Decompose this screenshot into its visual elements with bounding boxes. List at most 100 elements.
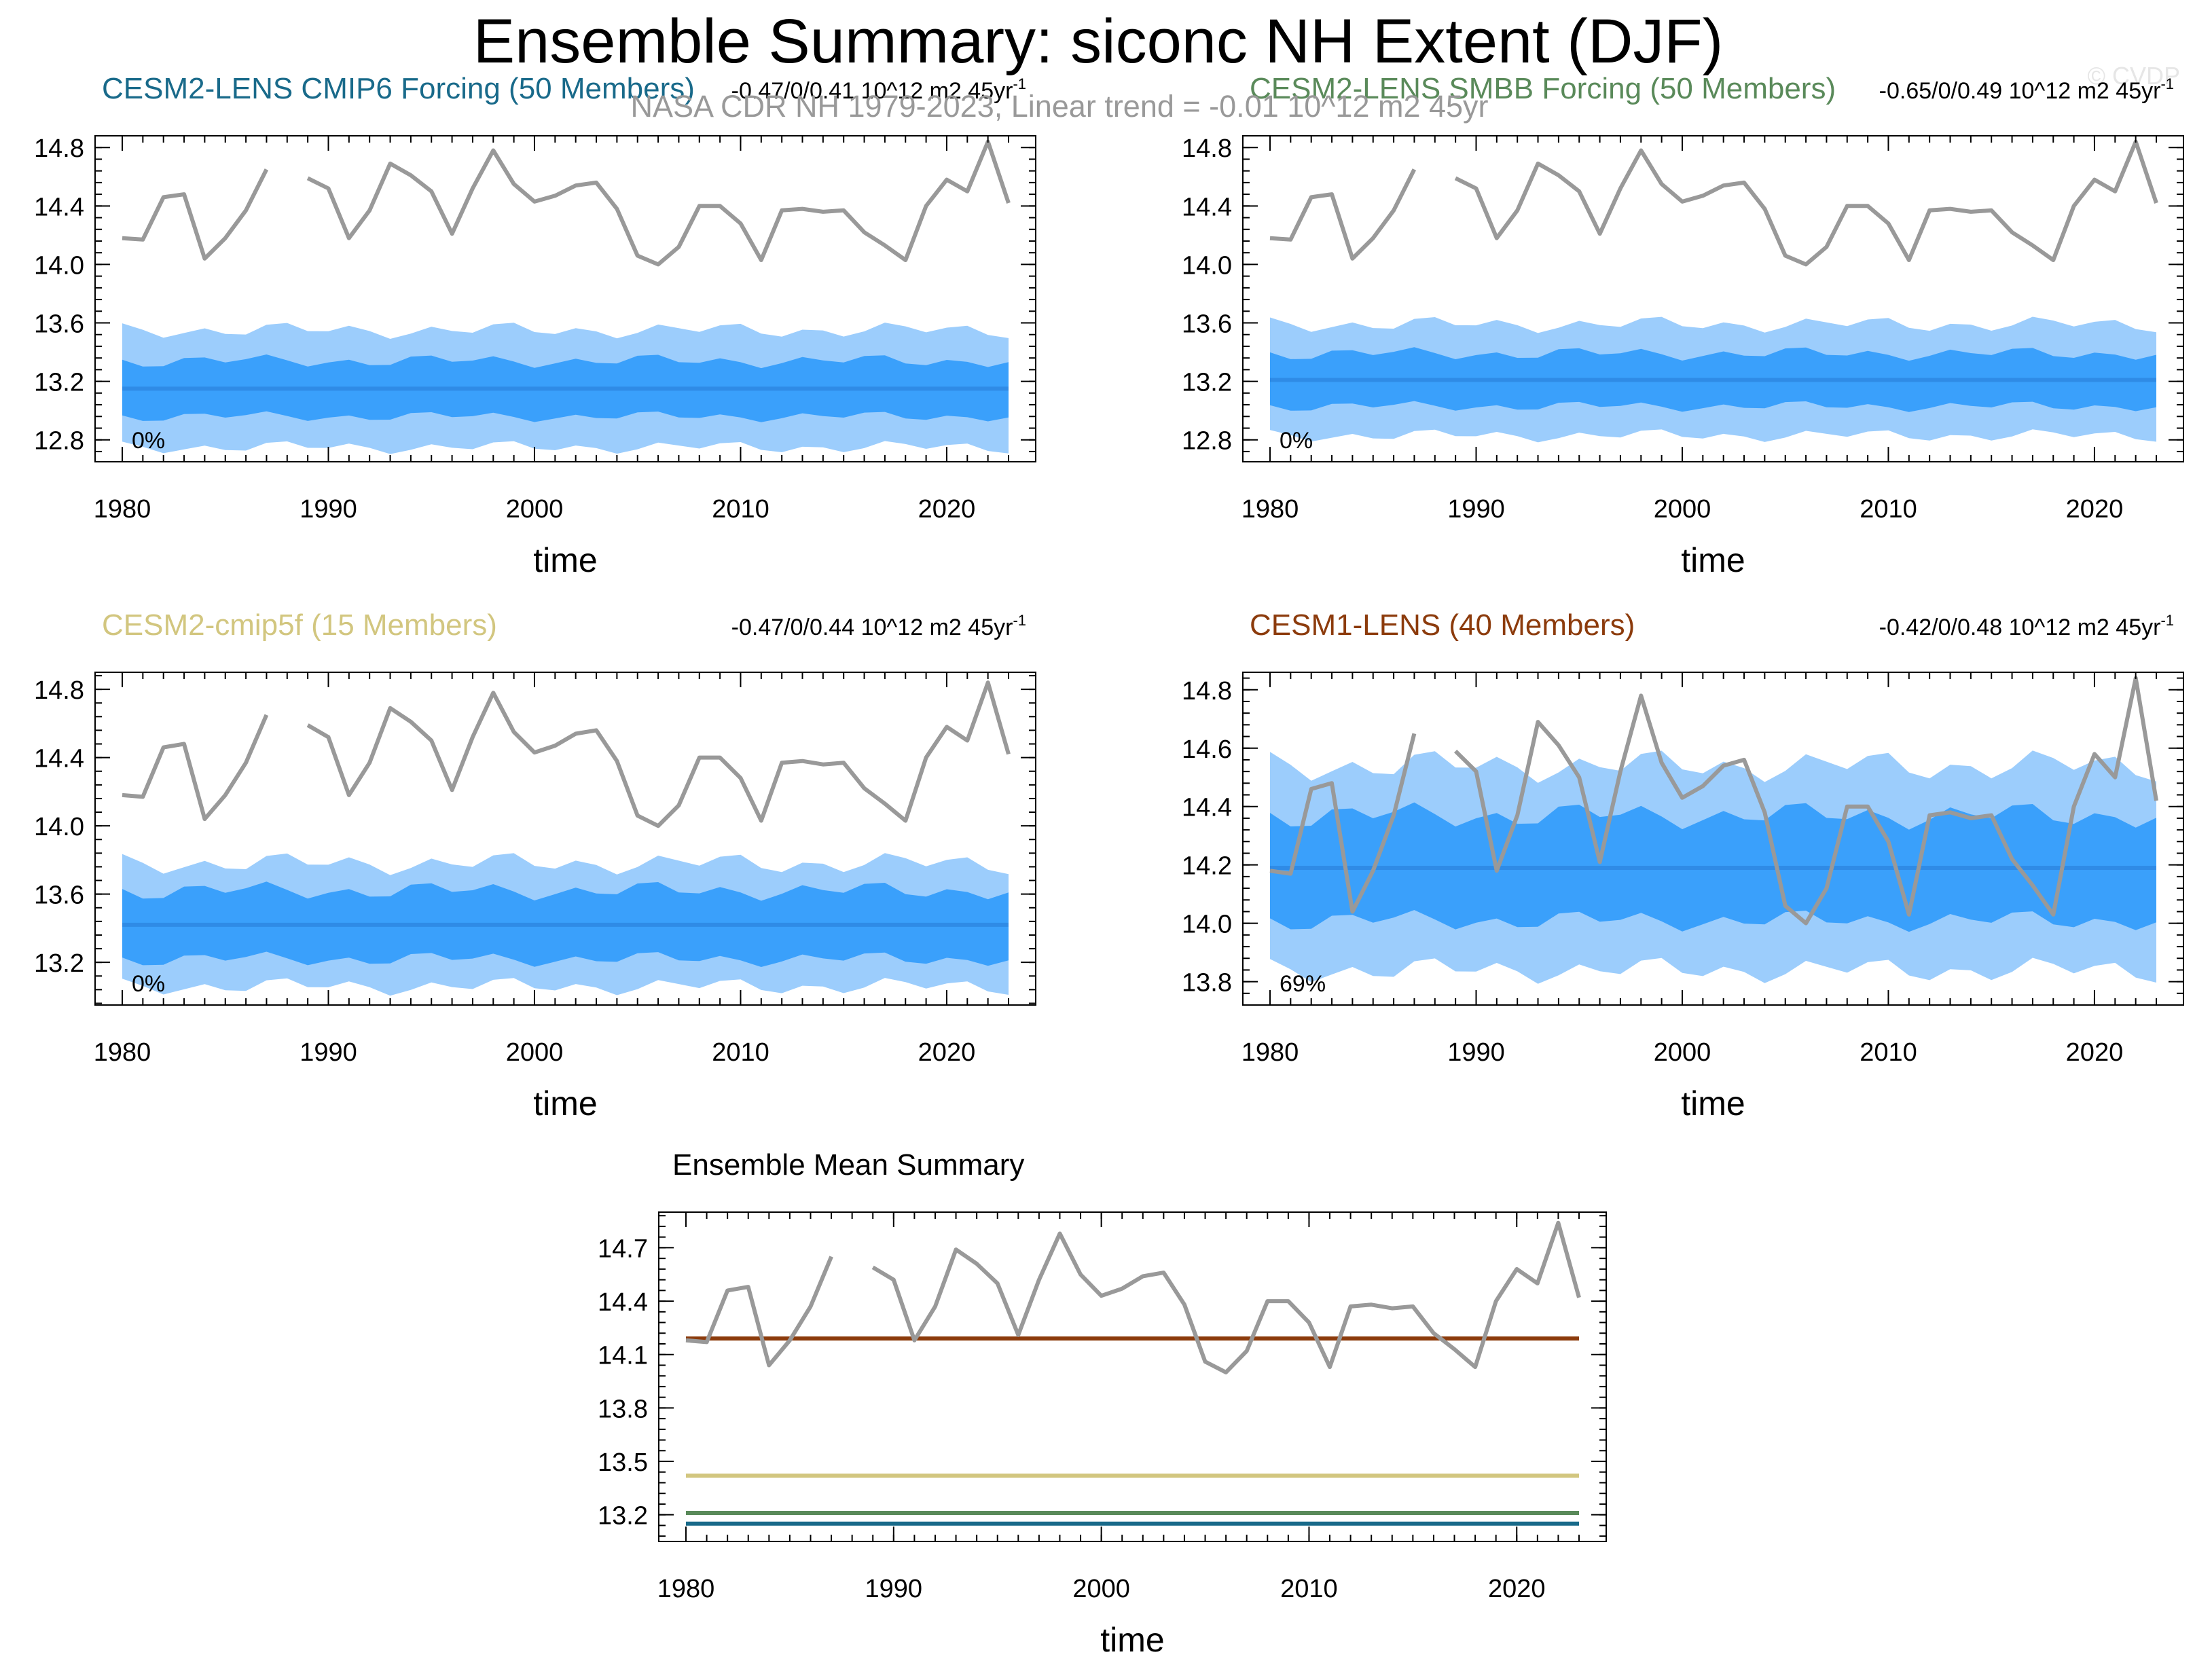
x-tick-label: 2010 — [1280, 1575, 1338, 1603]
y-tick-label: 14.4 — [1182, 193, 1232, 221]
panel-p1: 12.8 13.2 13.6 14.0 14.4 14.8 1980 1990 2000 2010… — [34, 72, 1036, 579]
x-tick-label: 1990 — [1447, 495, 1505, 524]
x-tick-label: 2010 — [1860, 1038, 1917, 1067]
x-tick-label: 1980 — [1241, 1038, 1299, 1067]
x-tick-label: 2000 — [506, 1038, 564, 1067]
obs-label: NASA CDR NH 1979-2023, Linear trend = -0… — [630, 89, 1488, 124]
x-tick-label: 1980 — [94, 495, 151, 524]
x-tick-label: 1990 — [300, 495, 357, 524]
x-tick-label: 1990 — [1447, 1038, 1505, 1067]
panel-title: CESM2-LENS CMIP6 Forcing (50 Members) — [102, 72, 695, 105]
panel-p3: 13.2 13.6 14.0 14.4 14.8 1980 1990 2000 2010 2020… — [34, 608, 1036, 1122]
y-tick-label: 13.6 — [34, 310, 84, 339]
observation-line — [1269, 733, 1417, 914]
x-tick-label: 2010 — [1860, 495, 1917, 524]
x-axis-label: time — [533, 541, 597, 579]
plot-frame — [1242, 672, 2184, 1006]
y-tick-label: 13.2 — [34, 369, 84, 397]
x-tick-label: 2010 — [712, 495, 769, 524]
y-tick-label: 14.8 — [1182, 677, 1232, 706]
percent-label: 0% — [132, 971, 165, 997]
plot-frame — [94, 135, 1036, 462]
observation-line — [122, 168, 269, 261]
panel-p2: 12.8 13.2 13.6 14.0 14.4 14.8 1980 1990 2000 2010… — [1182, 72, 2184, 579]
y-tick-label: 14.8 — [1182, 134, 1232, 163]
plot-frame — [94, 672, 1036, 1006]
trend-label: -0.42/0/0.48 10^12 m2 45yr-1 — [1879, 612, 2174, 640]
x-tick-label: 2000 — [1072, 1575, 1130, 1603]
x-tick-label: 1990 — [865, 1575, 923, 1603]
panel-title: CESM2-cmip5f (15 Members) — [102, 608, 497, 642]
figure-title: Ensemble Summary: siconc NH Extent (DJF) — [473, 7, 1723, 76]
x-axis-label: time — [1681, 1084, 1745, 1122]
x-tick-label: 2000 — [1654, 495, 1711, 524]
y-tick-label: 14.0 — [1182, 251, 1232, 280]
y-tick-label: 13.2 — [34, 949, 84, 978]
y-tick-label: 14.2 — [1182, 852, 1232, 881]
watermark: © CVDP — [2087, 62, 2180, 90]
panel-p5: 13.2 13.5 13.8 14.1 14.4 14.7 1980 1990 2000 2010… — [598, 1148, 1607, 1659]
y-tick-label: 13.5 — [598, 1448, 648, 1477]
y-tick-label: 14.8 — [34, 134, 84, 163]
trend-label-exponent: -1 — [1013, 75, 1026, 92]
x-tick-label: 2020 — [2066, 1038, 2124, 1067]
observation-line — [685, 1256, 833, 1368]
panel-title: Ensemble Mean Summary — [672, 1148, 1024, 1182]
y-tick-label: 14.8 — [34, 676, 84, 705]
y-tick-label: 12.8 — [34, 427, 84, 456]
x-tick-label: 2020 — [918, 495, 976, 524]
panel-title: CESM1-LENS (40 Members) — [1250, 608, 1635, 642]
observation-line — [306, 680, 1011, 828]
x-tick-label: 2010 — [712, 1038, 769, 1067]
x-tick-label: 1980 — [1241, 495, 1299, 524]
observation-line — [871, 1220, 1581, 1374]
x-tick-label: 1990 — [300, 1038, 357, 1067]
percent-label: 0% — [132, 428, 165, 454]
y-tick-label: 13.8 — [598, 1395, 648, 1423]
y-tick-label: 14.1 — [598, 1342, 648, 1370]
y-tick-label: 14.0 — [1182, 911, 1232, 939]
y-tick-label: 13.6 — [1182, 310, 1232, 339]
trend-label: -0.65/0/0.49 10^12 m2 45yr-1 — [1879, 75, 2174, 104]
y-tick-label: 13.2 — [1182, 369, 1232, 397]
panel-p4: 13.8 14.0 14.2 14.4 14.6 14.8 1980 1990 2000 2010… — [1182, 608, 2184, 1122]
panel-title: CESM2-LENS SMBB Forcing (50 Members) — [1250, 72, 1836, 105]
x-axis-label: time — [533, 1084, 597, 1122]
observation-line — [1269, 168, 1417, 261]
x-tick-label: 2000 — [506, 495, 564, 524]
y-tick-label: 14.7 — [598, 1235, 648, 1263]
plot-frame — [658, 1211, 1607, 1542]
y-tick-label: 14.4 — [1182, 794, 1232, 822]
x-tick-label: 2020 — [2066, 495, 2124, 524]
y-tick-label: 14.6 — [1182, 735, 1232, 764]
y-tick-label: 14.4 — [598, 1288, 648, 1317]
y-tick-label: 14.4 — [34, 745, 84, 773]
observation-line — [1454, 139, 2158, 267]
observation-line — [306, 139, 1011, 267]
percent-label: 69% — [1280, 971, 1326, 997]
x-tick-label: 2000 — [1654, 1038, 1711, 1067]
trend-label-exponent: -1 — [2160, 612, 2174, 629]
y-tick-label: 14.0 — [34, 251, 84, 280]
x-axis-label: time — [1681, 541, 1745, 579]
plot-frame — [1242, 135, 2184, 462]
trend-label-exponent: -1 — [2160, 75, 2174, 92]
y-tick-label: 12.8 — [1182, 427, 1232, 456]
y-tick-label: 13.8 — [1182, 969, 1232, 998]
x-tick-label: 1980 — [94, 1038, 151, 1067]
x-tick-label: 2020 — [918, 1038, 976, 1067]
percent-label: 0% — [1280, 428, 1313, 454]
y-tick-label: 13.2 — [598, 1502, 648, 1531]
trend-label-exponent: -1 — [1013, 612, 1026, 629]
x-axis-label: time — [1100, 1621, 1164, 1659]
x-tick-label: 1980 — [657, 1575, 715, 1603]
x-tick-label: 2020 — [1488, 1575, 1546, 1603]
y-tick-label: 14.0 — [34, 813, 84, 841]
y-tick-label: 14.4 — [34, 193, 84, 221]
trend-label: -0.47/0/0.41 10^12 m2 45yr-1 — [731, 75, 1026, 104]
observation-line — [122, 714, 269, 822]
observation-line — [1453, 676, 2158, 926]
y-tick-label: 13.6 — [34, 881, 84, 910]
trend-label: -0.47/0/0.44 10^12 m2 45yr-1 — [731, 612, 1026, 640]
